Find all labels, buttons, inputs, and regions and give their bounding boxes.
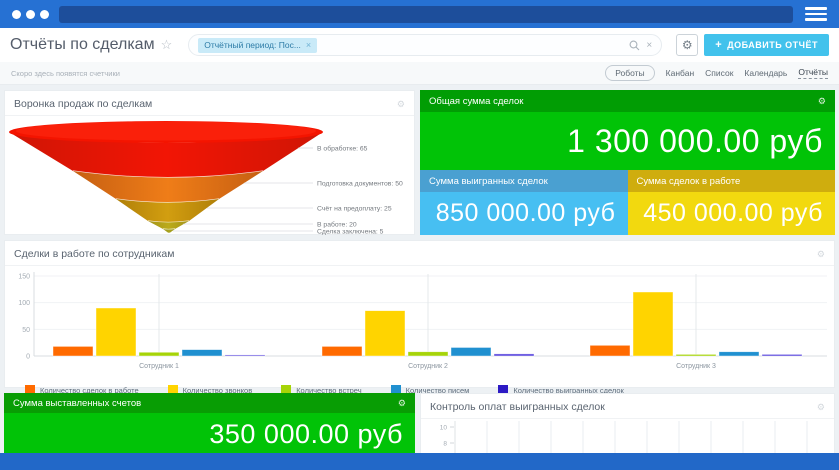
legend-item[interactable]: Количество писем: [390, 385, 470, 395]
won-sum-value: 850 000.00 руб: [435, 199, 616, 227]
payments-control-title: Контроль оплат выигранных сделок: [430, 401, 605, 413]
invoices-sum-value: 350 000.00 руб: [209, 419, 403, 449]
filter-chip[interactable]: Отчётный период: Пос... ×: [198, 37, 318, 53]
inwork-sum-tile: Сумма сделок в работе 450 000.00 руб: [627, 170, 835, 235]
svg-text:150: 150: [18, 274, 30, 281]
legend-swatch: [498, 385, 509, 395]
funnel-card-title: Воронка продаж по сделкам: [14, 98, 153, 110]
funnel-card: Воронка продаж по сделкам ⚙ В обработке:…: [4, 90, 415, 235]
dashboard-content: Воронка продаж по сделкам ⚙ В обработке:…: [0, 85, 839, 456]
total-sum-title: Общая сумма сделок: [429, 95, 524, 107]
svg-text:Подготовка документов: 50: Подготовка документов: 50: [317, 180, 403, 187]
view-switcher-bar: Скоро здесь появятся счетчики Роботы Канб…: [0, 62, 839, 85]
invoices-sum-title: Сумма выставленных счетов: [13, 397, 142, 409]
svg-text:Счёт на предоплату: 25: Счёт на предоплату: 25: [317, 205, 392, 212]
add-report-label: ДОБАВИТЬ ОТЧЁТ: [727, 40, 818, 50]
deals-by-employee-card: Сделки в работе по сотрудникам ⚙ 0 50 100 1…: [4, 240, 835, 395]
tab-Канбан[interactable]: Канбан: [665, 68, 695, 78]
tab-Список[interactable]: Список: [705, 68, 734, 78]
total-sum-tile-header: Общая сумма сделок ⚙: [420, 90, 835, 112]
legend-swatch: [281, 385, 292, 395]
svg-text:0: 0: [26, 354, 30, 361]
tab-Отчёты[interactable]: Отчёты: [798, 67, 828, 79]
chip-close-icon[interactable]: ×: [305, 40, 312, 50]
legend-label: Количество писем: [405, 385, 470, 395]
add-report-button[interactable]: + ДОБАВИТЬ ОТЧЁТ: [704, 34, 829, 56]
inwork-sum-title: Сумма сделок в работе: [636, 175, 741, 187]
svg-text:Сотрудник 3: Сотрудник 3: [676, 363, 716, 370]
page-header: Отчёты по сделкам ☆ Отчётный период: Пос…: [0, 28, 839, 62]
window-controls[interactable]: [12, 9, 49, 19]
browser-address-bar[interactable]: [59, 5, 793, 23]
search-clear-icon[interactable]: ×: [646, 39, 653, 51]
payments-gear-icon[interactable]: ⚙: [816, 401, 825, 412]
funnel-gear-icon[interactable]: ⚙: [396, 98, 405, 109]
total-sum-gear-icon[interactable]: ⚙: [817, 95, 826, 106]
payments-empty-chart: 1086: [421, 419, 834, 455]
total-sum-value: 1 300 000.00 руб: [567, 122, 823, 159]
view-tabs: Роботы Канбан Список Календарь Отчёты: [605, 65, 828, 81]
search-icon[interactable]: [629, 40, 640, 51]
total-sum-tile: 1 300 000.00 руб: [420, 112, 835, 170]
svg-text:Сотрудник 2: Сотрудник 2: [408, 363, 448, 370]
won-sum-title: Сумма выигранных сделок: [429, 175, 548, 187]
invoices-sum-tile: 350 000.00 руб: [4, 413, 415, 456]
settings-button[interactable]: ⚙: [676, 34, 699, 56]
filter-search-bar[interactable]: Отчётный период: Пос... × ×: [188, 34, 663, 56]
legend-swatch: [167, 385, 178, 395]
counters-hint: Скоро здесь появятся счетчики: [11, 68, 120, 78]
legend-label: Количество звонков: [182, 385, 253, 395]
svg-text:50: 50: [22, 327, 30, 334]
window-dot-icon[interactable]: [40, 9, 49, 19]
svg-text:100: 100: [18, 300, 30, 307]
sales-funnel-chart: В обработке: 65 Подготовка документов: 50…: [5, 116, 414, 243]
svg-text:В обработке: 65: В обработке: 65: [317, 144, 368, 152]
legend-label: Количество выигранных сделок: [513, 385, 624, 395]
deal-sums-card: Общая сумма сделок ⚙ 1 300 000.00 руб Су…: [420, 90, 835, 235]
won-sum-tile: Сумма выигранных сделок 850 000.00 руб: [420, 170, 628, 235]
favorite-star-icon[interactable]: ☆: [160, 37, 173, 52]
bar-chart-legend: Количество сделок в работе Количество зво…: [5, 383, 834, 395]
legend-item[interactable]: Количество встреч: [281, 385, 362, 395]
deals-bar-chart: 0 50 100 150 Сотрудник 1 Сотрудник 2 Сотрудник…: [5, 266, 834, 383]
legend-item[interactable]: Количество выигранных сделок: [498, 385, 624, 395]
deals-by-employee-gear-icon[interactable]: ⚙: [816, 248, 825, 259]
legend-swatch: [25, 385, 35, 395]
legend-label: Количество сделок в работе: [40, 385, 139, 395]
bottom-taskbar: [0, 453, 839, 470]
legend-item[interactable]: Количество сделок в работе: [25, 385, 139, 395]
tab-Календарь[interactable]: Календарь: [744, 68, 788, 78]
browser-titlebar: [0, 0, 839, 28]
plus-icon: +: [715, 39, 723, 51]
page-title: Отчёты по сделкам: [10, 36, 155, 53]
legend-item[interactable]: Количество звонков: [167, 385, 253, 395]
invoices-gear-icon[interactable]: ⚙: [397, 397, 406, 408]
deals-by-employee-title: Сделки в работе по сотрудникам: [14, 248, 175, 260]
browser-menu-icon[interactable]: [805, 7, 827, 21]
legend-swatch: [390, 385, 401, 395]
invoices-sum-card: Сумма выставленных счетов ⚙ 350 000.00 р…: [4, 393, 415, 456]
svg-text:В работе: 20: В работе: 20: [317, 220, 357, 228]
svg-text:8: 8: [443, 441, 447, 448]
tab-Роботы[interactable]: Роботы: [605, 65, 655, 81]
svg-text:Сотрудник 1: Сотрудник 1: [139, 363, 179, 370]
svg-text:Сделка заключена: 5: Сделка заключена: 5: [317, 228, 384, 235]
window-dot-icon[interactable]: [26, 9, 35, 19]
svg-text:10: 10: [440, 425, 448, 432]
payments-control-card: Контроль оплат выигранных сделок ⚙ 1086: [420, 393, 835, 456]
window-dot-icon[interactable]: [12, 9, 21, 19]
inwork-sum-value: 450 000.00 руб: [643, 199, 823, 227]
legend-label: Количество встреч: [296, 385, 362, 395]
filter-chip-label: Отчётный период: Пос...: [204, 40, 301, 50]
